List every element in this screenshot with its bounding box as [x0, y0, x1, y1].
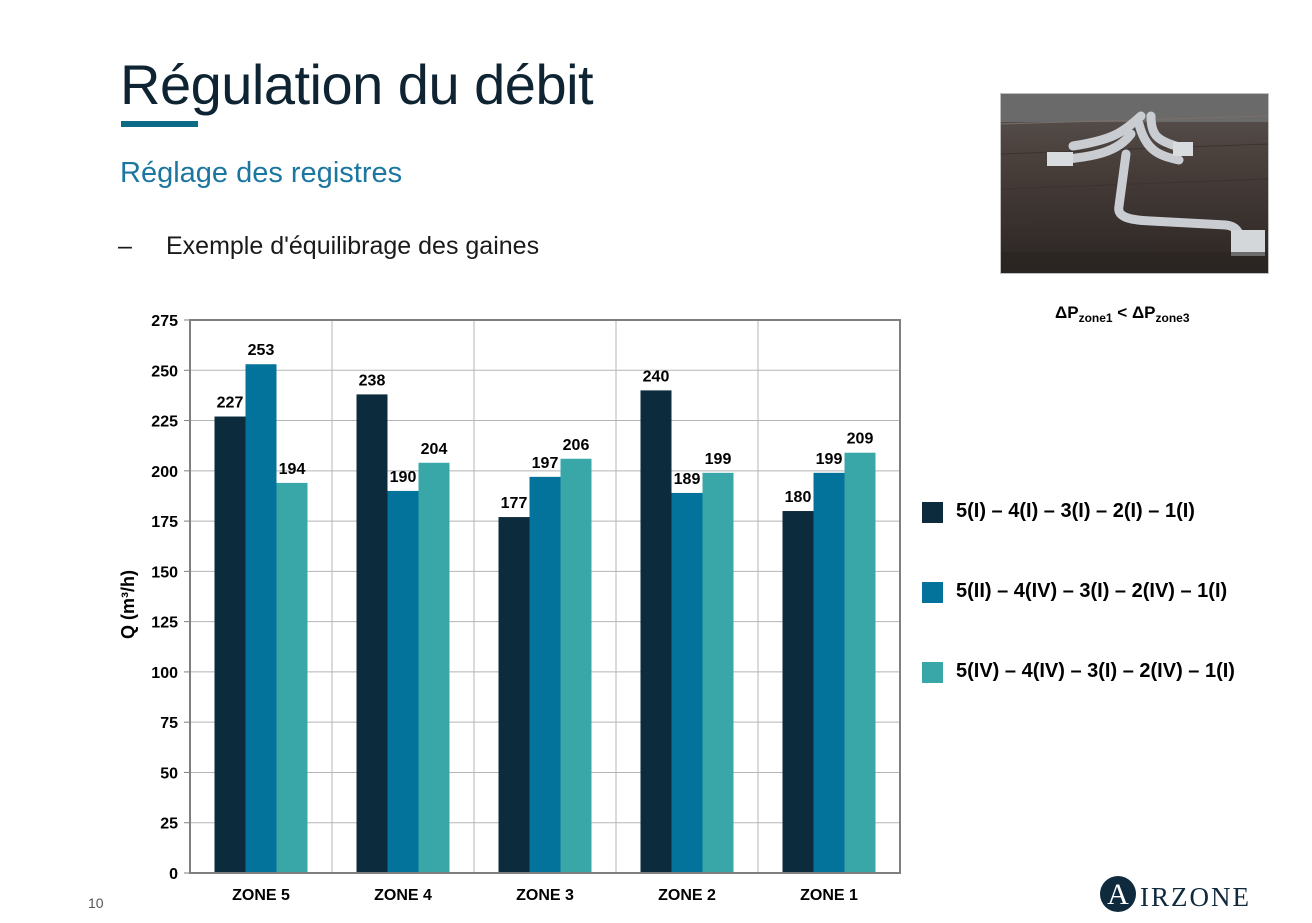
- bar-value-label: 180: [785, 489, 812, 506]
- bar: [418, 462, 450, 873]
- delta-p-symbol-1: ΔP: [1055, 303, 1079, 322]
- bar: [276, 482, 308, 873]
- y-tick-label: 275: [151, 313, 178, 330]
- legend-label: 5(I) – 4(I) – 3(I) – 2(I) – 1(I): [956, 500, 1195, 522]
- y-tick-label: 75: [160, 715, 178, 732]
- bar: [782, 511, 814, 873]
- airzone-logo: A IRZONE: [1100, 876, 1250, 916]
- bar: [844, 452, 876, 873]
- y-axis-label: Q (m³/h): [118, 570, 138, 639]
- y-tick-label: 225: [151, 414, 178, 431]
- x-tick-label: ZONE 3: [516, 887, 574, 904]
- logo-initial: A: [1100, 876, 1136, 912]
- plot-border: [189, 319, 901, 874]
- bar: [640, 390, 672, 873]
- y-tick-label: 0: [169, 866, 178, 883]
- x-tick-label: ZONE 1: [800, 887, 858, 904]
- delta-p-annotation: ΔPzone1 < ΔPzone3: [1055, 303, 1190, 325]
- y-tick-label: 250: [151, 363, 178, 380]
- delta-p-symbol-2: ΔP: [1131, 303, 1156, 322]
- bar-value-label: 206: [563, 437, 590, 454]
- bar: [214, 416, 246, 873]
- bar: [245, 364, 277, 873]
- legend-item: 5(I) – 4(I) – 3(I) – 2(I) – 1(I): [922, 500, 1302, 526]
- delta-p-operator: <: [1112, 303, 1132, 322]
- legend-swatch: [922, 502, 943, 523]
- bar-value-label: 189: [674, 471, 701, 488]
- bar: [813, 472, 845, 873]
- bar-value-label: 240: [643, 368, 670, 385]
- legend-label: 5(II) – 4(IV) – 3(I) – 2(IV) – 1(I): [956, 580, 1228, 602]
- bar-value-label: 177: [501, 495, 528, 512]
- page-number: 10: [88, 895, 104, 911]
- bar: [529, 476, 561, 873]
- bar: [356, 394, 388, 873]
- legend-item: 5(II) – 4(IV) – 3(I) – 2(IV) – 1(I): [922, 580, 1302, 606]
- y-tick-label: 200: [151, 464, 178, 481]
- bar-value-label: 238: [359, 372, 386, 389]
- y-tick-label: 25: [160, 816, 178, 833]
- bullet-item: – Exemple d'équilibrage des gaines: [118, 232, 539, 261]
- bar-value-label: 199: [816, 451, 843, 468]
- title-underline: [121, 121, 198, 127]
- y-tick-label: 50: [160, 765, 178, 782]
- y-tick-label: 100: [151, 665, 178, 682]
- bullet-dash: –: [118, 232, 132, 260]
- bullet-text: Exemple d'équilibrage des gaines: [166, 232, 540, 260]
- y-tick-label: 175: [151, 514, 178, 531]
- y-tick-label: 125: [151, 615, 178, 632]
- delta-p-sub-2: zone3: [1155, 311, 1190, 325]
- bar-value-label: 227: [217, 395, 244, 412]
- logo-text: IRZONE: [1140, 882, 1251, 912]
- bar-value-label: 190: [390, 469, 417, 486]
- slide-title: Régulation du débit: [120, 53, 594, 116]
- x-tick-label: ZONE 4: [374, 887, 432, 904]
- slide-subtitle: Réglage des registres: [120, 157, 403, 189]
- legend-label: 5(IV) – 4(IV) – 3(I) – 2(IV) – 1(I): [956, 660, 1235, 682]
- legend-swatch: [922, 582, 943, 603]
- bar: [387, 490, 419, 873]
- bar-value-label: 204: [421, 441, 448, 458]
- bar: [560, 458, 592, 873]
- bar: [498, 517, 530, 873]
- bar: [702, 472, 734, 873]
- legend-swatch: [922, 662, 943, 683]
- ductwork-photo: [1000, 93, 1269, 274]
- bar-value-label: 253: [248, 342, 275, 359]
- bar-value-label: 197: [532, 455, 559, 472]
- bar-value-label: 194: [279, 461, 306, 478]
- legend-item: 5(IV) – 4(IV) – 3(I) – 2(IV) – 1(I): [922, 660, 1302, 686]
- y-tick-label: 150: [151, 564, 178, 581]
- bar-value-label: 199: [705, 451, 732, 468]
- bar: [671, 492, 703, 873]
- delta-p-sub-1: zone1: [1078, 311, 1113, 325]
- ductwork-photo-icon: [1001, 94, 1268, 273]
- bar-value-label: 209: [847, 431, 874, 448]
- x-tick-label: ZONE 2: [658, 887, 716, 904]
- x-tick-label: ZONE 5: [232, 887, 290, 904]
